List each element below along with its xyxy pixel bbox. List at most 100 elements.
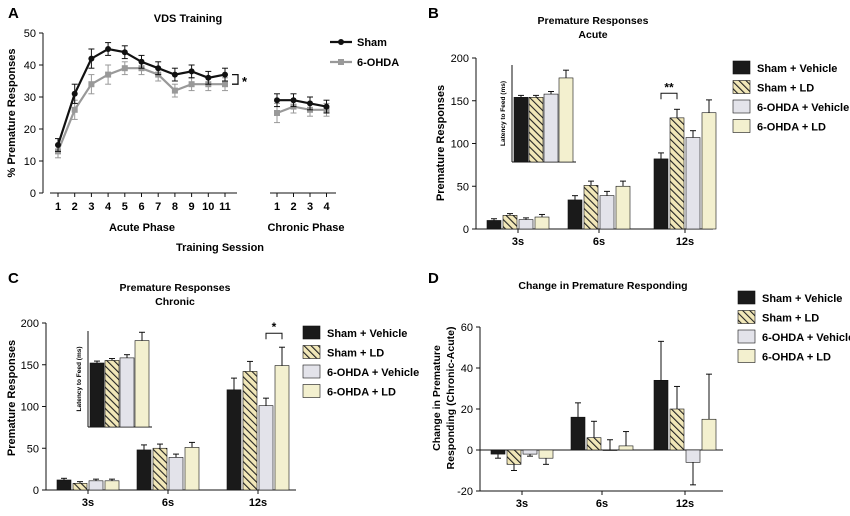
panel-c-bar-6-OHDA + LD — [184, 447, 200, 491]
panel-d-x-tick-label: 3s — [516, 498, 528, 510]
panel-a-point — [71, 106, 78, 113]
panel-a-x-tick-label: 3 — [88, 201, 94, 213]
panel-d-y-tick-label: 40 — [461, 363, 473, 375]
panel-c-y-tick-label: 150 — [21, 360, 39, 372]
panel-d-y-tick-label: 20 — [461, 404, 473, 416]
panel-c-inset-bar — [89, 362, 105, 428]
panel-a-y-tick-label: 10 — [24, 156, 36, 168]
panel-d-bar-6-OHDA + Vehicle — [522, 449, 538, 455]
panel-d-legend-swatch — [737, 290, 756, 305]
panel-a-point — [205, 74, 212, 81]
panel-d-ylabel: Change in Premature Responding (Chronic-… — [431, 327, 457, 470]
panel-a-point — [155, 65, 162, 72]
panel-d-bar-6-OHDA + Vehicle — [602, 449, 618, 451]
panel-c-bar-Sham + LD — [242, 371, 258, 491]
panel-b-inset-bar — [558, 77, 574, 163]
panel-a-point — [105, 71, 112, 78]
panel-b-legend-label: 6-OHDA + LD — [757, 122, 826, 134]
panel-a-series-line-6-OHDA — [276, 105, 327, 115]
panel-letter-d: D — [428, 270, 439, 287]
panel-b-y-tick-label: 50 — [457, 181, 469, 193]
panel-b-y-tick-label: 100 — [451, 139, 469, 151]
panel-d-y-tick-label: 0 — [467, 445, 473, 457]
panel-b-ylabel: Premature Responses — [435, 85, 447, 201]
panel-a-point — [274, 97, 280, 104]
panel-c-bar-Sham + Vehicle — [56, 479, 72, 491]
panel-a-point — [307, 100, 313, 107]
panel-a-point — [188, 68, 195, 75]
panel-c-y-tick-label: 200 — [21, 318, 39, 330]
panel-d-bar-6-OHDA + LD — [538, 449, 554, 459]
panel-a-point — [188, 81, 195, 88]
panel-a-point — [290, 97, 297, 104]
panel-c-significance-bracket — [265, 332, 283, 340]
panel-c-legend-swatch — [302, 325, 321, 340]
panel-b-significance-bracket — [660, 92, 678, 100]
panel-b-legend-swatch — [732, 60, 751, 75]
panel-a-point — [171, 71, 178, 78]
panel-a-point — [222, 71, 228, 78]
panel-c-y-tick-label: 50 — [27, 443, 39, 455]
panel-a-point — [323, 103, 330, 110]
panel-c-inset-ylabel: Latency to Feed (ms) — [76, 346, 83, 411]
panel-b-y-tick-label: 0 — [463, 224, 469, 236]
panel-c-legend-swatch — [302, 384, 321, 398]
panel-a-legend-marker — [338, 59, 344, 65]
panel-a-series-line-6-OHDA — [56, 67, 225, 152]
panel-a-legend-marker — [338, 39, 344, 45]
panel-b-bar-Sham + LD — [583, 185, 599, 230]
panel-b-bar-Sham + Vehicle — [653, 158, 669, 230]
panel-a-x-tick-label: 3 — [307, 201, 313, 213]
panel-a-x-tick-label: 6 — [138, 201, 144, 213]
panel-a-point — [55, 142, 61, 148]
panel-b-bar-Sham + LD — [502, 215, 518, 230]
panel-a-phase-chronic: Chronic Phase — [267, 222, 344, 234]
panel-d-title: Change in Premature Responding — [518, 280, 687, 292]
panel-d-x-tick-label: 6s — [596, 498, 608, 510]
panel-b-inset-bar — [528, 97, 544, 163]
panel-a-x-tick-label: 2 — [72, 201, 78, 213]
panel-b-bar-6-OHDA + LD — [615, 185, 631, 230]
panel-c-legend-swatch — [302, 345, 321, 359]
panel-b-legend-swatch — [732, 99, 751, 114]
panel-b-legend-swatch — [732, 80, 751, 94]
panel-b-significance-label: ** — [664, 80, 674, 94]
panel-a-point — [171, 87, 178, 94]
panel-b-x-tick-label: 6s — [593, 236, 605, 248]
panel-d-legend-swatch — [737, 310, 756, 324]
panel-b-bar-6-OHDA + Vehicle — [599, 195, 615, 230]
panel-a-significance-bracket — [232, 73, 239, 85]
panel-c-bar-6-OHDA + LD — [104, 480, 120, 491]
panel-c-bar-6-OHDA + Vehicle — [258, 405, 274, 491]
panel-c-inset-bar — [134, 340, 150, 428]
panel-b-bar-Sham + Vehicle — [567, 199, 583, 230]
panel-b-bar-6-OHDA + Vehicle — [518, 219, 534, 230]
panel-a-y-tick-label: 30 — [24, 92, 36, 104]
panel-b-y-tick-label: 150 — [451, 96, 469, 108]
panel-a-y-tick-label: 40 — [24, 60, 36, 72]
panel-a-x-tick-label: 2 — [290, 201, 296, 213]
panel-c-title: Premature Responses — [120, 282, 231, 294]
panel-letter-a: A — [8, 5, 19, 22]
panel-c-inset-bar — [119, 357, 135, 428]
panel-c-legend-label: 6-OHDA + LD — [327, 387, 396, 399]
panel-a-point — [222, 81, 228, 88]
panel-c-legend-label: 6-OHDA + Vehicle — [327, 367, 419, 379]
panel-c-legend-label: Sham + Vehicle — [327, 328, 407, 340]
panel-a-ylabel: % Premature Responses — [6, 49, 18, 178]
panel-a-point — [71, 90, 78, 97]
panel-d-bar-Sham + LD — [669, 408, 685, 451]
panel-a-y-tick-label: 50 — [24, 28, 36, 40]
panel-b-y-tick-label: 200 — [451, 53, 469, 65]
panel-a-x-tick-label: 10 — [202, 201, 214, 213]
panel-c-subtitle: Chronic — [155, 296, 195, 308]
panel-b-bar-6-OHDA + LD — [534, 216, 550, 230]
panel-c-significance-label: * — [272, 320, 277, 334]
panel-a-point — [88, 81, 95, 88]
panel-letter-c: C — [8, 270, 19, 287]
panel-d-bar-Sham + Vehicle — [490, 449, 506, 455]
panel-c-bar-Sham + Vehicle — [136, 449, 152, 491]
panel-a-x-tick-label: 8 — [172, 201, 178, 213]
